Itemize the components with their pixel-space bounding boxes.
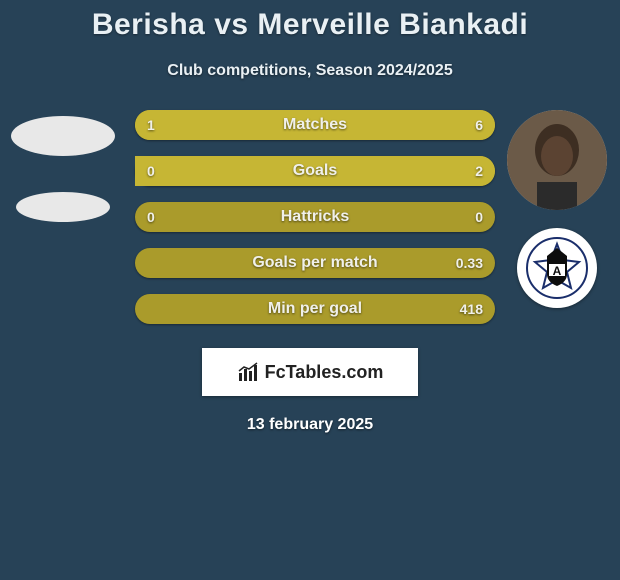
subtitle: Club competitions, Season 2024/2025 (0, 62, 620, 80)
stat-label: Min per goal (135, 294, 495, 324)
person-icon (507, 110, 607, 210)
stat-row: 0Goals2 (135, 156, 495, 186)
date-text: 13 february 2025 (0, 416, 620, 434)
content-area: A 1Matches60Goals20Hattricks0Goals per m… (0, 110, 620, 340)
player-left-column (8, 110, 118, 222)
club-initial: A (553, 264, 562, 278)
stat-value-right: 2 (475, 156, 483, 186)
player-right-club-badge: A (517, 228, 597, 308)
footer-brand-badge: FcTables.com (202, 348, 418, 396)
player-left-club-badge (16, 192, 110, 222)
stat-bars: 1Matches60Goals20Hattricks0Goals per mat… (135, 110, 495, 340)
stat-row: Min per goal418 (135, 294, 495, 324)
stat-label: Goals per match (135, 248, 495, 278)
page-title: Berisha vs Merveille Biankadi (0, 0, 620, 42)
stat-value-right: 418 (460, 294, 483, 324)
club-crest-icon: A (526, 237, 588, 299)
stat-label: Hattricks (135, 202, 495, 232)
player-right-column: A (502, 110, 612, 308)
chart-icon (237, 361, 259, 383)
stat-label: Goals (135, 156, 495, 186)
stat-value-right: 0 (475, 202, 483, 232)
stat-label: Matches (135, 110, 495, 140)
footer-brand-text: FcTables.com (265, 362, 384, 383)
stat-row: 0Hattricks0 (135, 202, 495, 232)
comparison-card: Berisha vs Merveille Biankadi Club compe… (0, 0, 620, 580)
player-right-avatar (507, 110, 607, 210)
stat-row: 1Matches6 (135, 110, 495, 140)
stat-row: Goals per match0.33 (135, 248, 495, 278)
player-left-avatar (11, 116, 115, 156)
stat-value-right: 0.33 (456, 248, 483, 278)
stat-value-right: 6 (475, 110, 483, 140)
